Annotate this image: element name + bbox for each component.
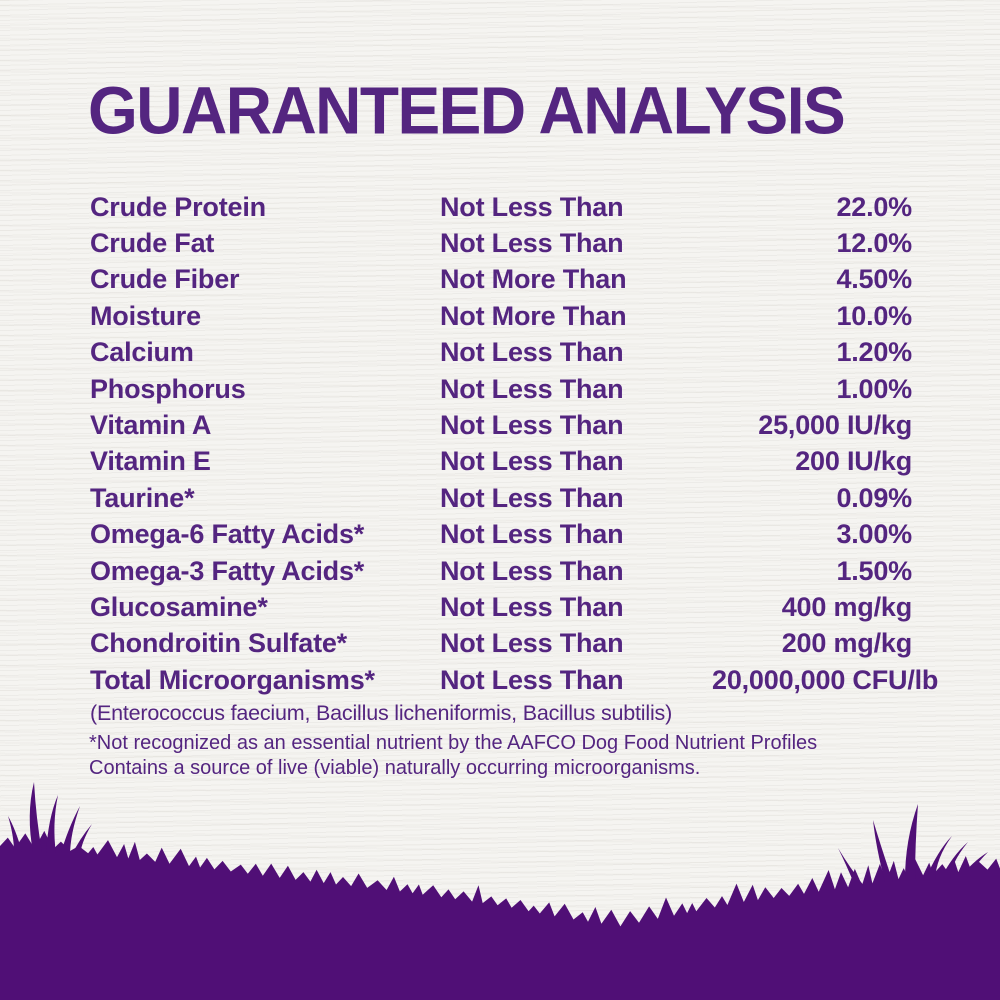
table-row: Omega-3 Fatty Acids* Not Less Than 1.50%: [90, 553, 912, 589]
nutrient-value: 1.20%: [836, 337, 912, 368]
nutrient-value: 3.00%: [836, 519, 912, 550]
nutrient-name: Moisture: [90, 300, 201, 331]
table-row: Crude Protein Not Less Than 22.0%: [90, 189, 912, 225]
grass-silhouette: [0, 782, 1000, 1000]
condition: Not Less Than: [440, 591, 624, 622]
condition: Not More Than: [440, 300, 627, 331]
nutrient-name: Taurine*: [90, 482, 195, 513]
nutrient-name: Crude Fat: [90, 228, 215, 259]
nutrient-value: 0.09%: [836, 482, 912, 513]
condition: Not Less Than: [440, 519, 624, 550]
condition: Not Less Than: [440, 228, 624, 259]
table-row: Moisture Not More Than 10.0%: [90, 298, 912, 334]
guaranteed-analysis-table: Crude Protein Not Less Than 22.0% Crude …: [90, 189, 938, 698]
grass-blades-left: [8, 782, 92, 858]
table-row: Phosphorus Not Less Than 1.00%: [90, 371, 912, 407]
table-row: Glucosamine* Not Less Than 400 mg/kg: [90, 589, 912, 625]
nutrient-name: Glucosamine*: [90, 591, 268, 622]
table-row: Chondroitin Sulfate* Not Less Than 200 m…: [90, 626, 912, 662]
nutrient-value: 22.0%: [836, 191, 912, 222]
table-row: Vitamin E Not Less Than 200 IU/kg: [90, 444, 912, 480]
nutrient-name: Omega-3 Fatty Acids*: [90, 555, 365, 586]
condition: Not Less Than: [440, 410, 624, 441]
nutrient-value: 200 IU/kg: [795, 446, 912, 477]
nutrient-name: Chondroitin Sulfate*: [90, 628, 347, 659]
page-title: GUARANTEED ANALYSIS: [88, 73, 846, 148]
table-row: Omega-6 Fatty Acids* Not Less Than 3.00%: [90, 517, 912, 553]
footnotes: *Not recognized as an essential nutrient…: [89, 731, 817, 781]
grass-blades-right: [838, 804, 988, 886]
condition: Not Less Than: [440, 191, 624, 222]
nutrient-value: 25,000 IU/kg: [758, 410, 912, 441]
nutrient-value: 1.00%: [836, 373, 912, 404]
condition: Not Less Than: [440, 482, 624, 513]
table-row: Crude Fiber Not More Than 4.50%: [90, 262, 912, 298]
nutrient-value: 400 mg/kg: [781, 591, 912, 622]
nutrient-value: 10.0%: [836, 300, 912, 331]
grass-mound-shape: [0, 830, 1000, 1000]
condition: Not Less Than: [440, 555, 624, 586]
nutrient-name: Total Microorganisms*: [90, 664, 375, 695]
condition: Not Less Than: [440, 664, 624, 695]
table-row: Taurine* Not Less Than 0.09%: [90, 480, 912, 516]
nutrient-name: Omega-6 Fatty Acids*: [90, 519, 365, 550]
nutrient-value: 20,000,000 CFU/lb: [712, 664, 939, 695]
table-row: Crude Fat Not Less Than 12.0%: [90, 225, 912, 261]
condition: Not Less Than: [440, 628, 624, 659]
nutrient-name: Crude Protein: [90, 191, 266, 222]
microorganism-species-note: (Enterococcus faecium, Bacillus lichenif…: [90, 701, 673, 725]
condition: Not Less Than: [440, 337, 624, 368]
footnote-aafco: *Not recognized as an essential nutrient…: [89, 732, 818, 754]
condition: Not More Than: [440, 264, 627, 295]
nutrient-value: 1.50%: [836, 555, 912, 586]
footnote-live-microorganisms: Contains a source of live (viable) natur…: [89, 757, 701, 779]
table-row: Calcium Not Less Than 1.20%: [90, 335, 912, 371]
table-row: Total Microorganisms* Not Less Than 20,0…: [90, 662, 938, 698]
nutrient-name: Crude Fiber: [90, 264, 240, 295]
nutrient-name: Phosphorus: [90, 373, 246, 404]
nutrient-value: 12.0%: [836, 228, 912, 259]
table-row: Vitamin A Not Less Than 25,000 IU/kg: [90, 407, 912, 443]
nutrient-name: Vitamin A: [90, 410, 212, 441]
nutrient-name: Calcium: [90, 337, 194, 368]
nutrient-value: 4.50%: [836, 264, 912, 295]
nutrient-value: 200 mg/kg: [781, 628, 912, 659]
condition: Not Less Than: [440, 446, 624, 477]
nutrient-name: Vitamin E: [90, 446, 211, 477]
condition: Not Less Than: [440, 373, 624, 404]
